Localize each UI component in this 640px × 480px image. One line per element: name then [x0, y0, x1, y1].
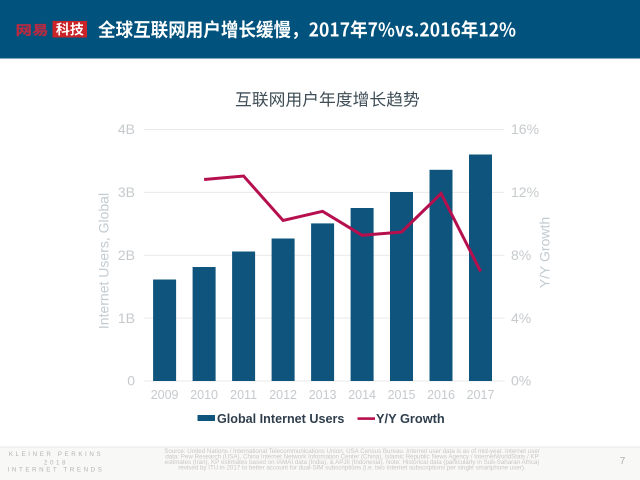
svg-text:estimates (Iran), KP estimates: estimates (Iran), KP estimates based on …: [165, 459, 540, 466]
svg-text:Internet Users, Global: Internet Users, Global: [96, 193, 112, 329]
svg-text:2010: 2010: [190, 388, 218, 402]
svg-text:2018: 2018: [44, 460, 68, 467]
svg-text:2011: 2011: [230, 388, 257, 402]
svg-text:3B: 3B: [118, 184, 135, 200]
svg-text:0%: 0%: [511, 373, 531, 389]
svg-text:2B: 2B: [118, 247, 135, 263]
svg-text:2014: 2014: [348, 388, 376, 402]
svg-text:data: Pew Research (USA), Chin: data: Pew Research (USA), China Internet…: [165, 454, 538, 461]
svg-text:4B: 4B: [118, 121, 135, 137]
svg-text:revised by ITU in 2017 to bett: revised by ITU in 2017 to better account…: [178, 465, 526, 472]
svg-text:2015: 2015: [388, 388, 416, 402]
svg-text:KLEINER PERKINS: KLEINER PERKINS: [9, 451, 103, 458]
svg-text:2009: 2009: [151, 388, 179, 402]
svg-text:Global Internet Users: Global Internet Users: [217, 412, 344, 426]
svg-text:16%: 16%: [511, 121, 539, 137]
svg-text:2017: 2017: [467, 388, 495, 402]
svg-text:0: 0: [127, 373, 135, 389]
svg-text:Source: United Nations / Inter: Source: United Nations / International T…: [164, 448, 539, 455]
svg-text:2016: 2016: [427, 388, 455, 402]
svg-text:Y/Y Growth: Y/Y Growth: [376, 411, 445, 426]
svg-text:2013: 2013: [309, 388, 337, 402]
svg-text:12%: 12%: [511, 184, 539, 200]
svg-text:7: 7: [620, 456, 626, 467]
svg-text:INTERNET TRENDS: INTERNET TRENDS: [8, 467, 105, 474]
svg-text:8%: 8%: [511, 247, 531, 263]
svg-text:1B: 1B: [118, 310, 135, 326]
svg-text:Y/Y Growth: Y/Y Growth: [537, 217, 553, 288]
svg-text:2012: 2012: [269, 388, 297, 402]
svg-text:4%: 4%: [511, 310, 531, 326]
